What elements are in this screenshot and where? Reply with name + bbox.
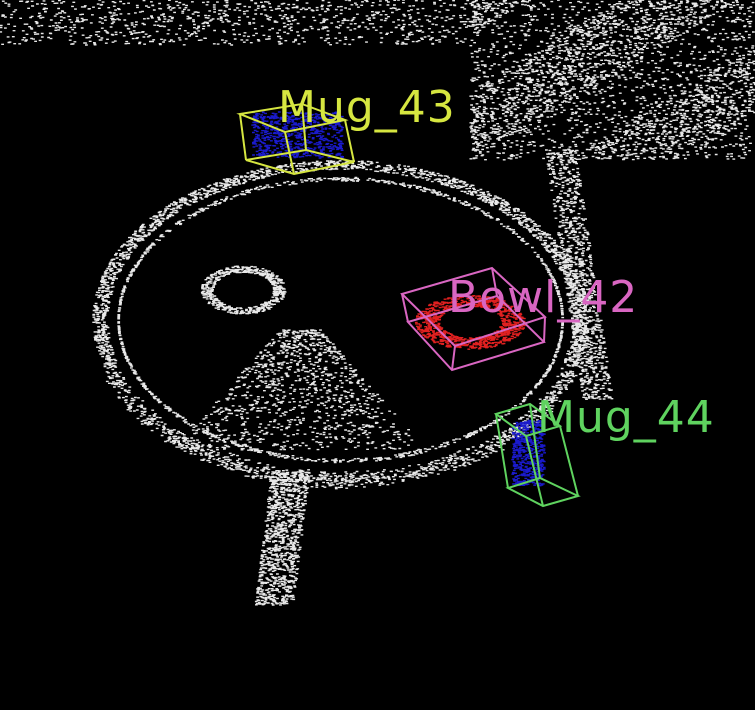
scene-point-cloud xyxy=(0,0,755,606)
mug-43-label: Mug_43 xyxy=(278,82,456,133)
mug-44-bounding-box xyxy=(493,402,581,508)
detection-mug-44: Mug_44 xyxy=(493,392,715,508)
point-batch xyxy=(0,0,755,606)
bowl-bounding-box xyxy=(400,266,547,372)
mug-43-bounding-box xyxy=(236,102,355,176)
bowl-label: Bowl_42 xyxy=(448,272,638,323)
detection-bowl: Bowl_42 xyxy=(400,266,638,372)
mug-44-label: Mug_44 xyxy=(537,392,715,443)
detection-mug-43: Mug_43 xyxy=(236,82,456,176)
